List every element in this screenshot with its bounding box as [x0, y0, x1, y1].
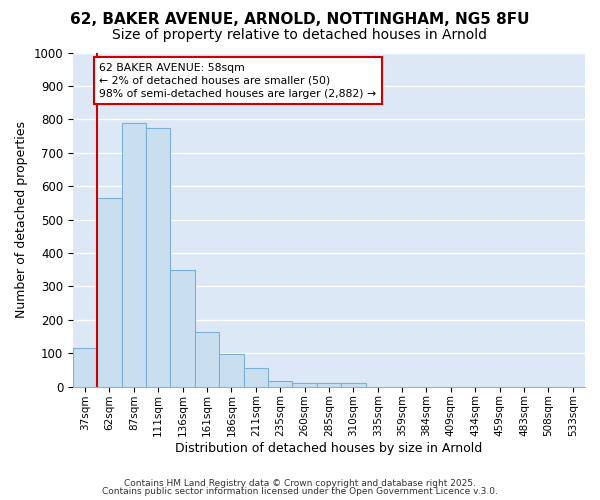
- Bar: [292, 382, 317, 386]
- Bar: [73, 348, 97, 387]
- Text: Contains HM Land Registry data © Crown copyright and database right 2025.: Contains HM Land Registry data © Crown c…: [124, 478, 476, 488]
- Bar: [195, 332, 219, 386]
- Bar: [146, 128, 170, 386]
- Bar: [268, 380, 292, 386]
- Text: Size of property relative to detached houses in Arnold: Size of property relative to detached ho…: [113, 28, 487, 42]
- Bar: [122, 122, 146, 386]
- Text: 62 BAKER AVENUE: 58sqm
← 2% of detached houses are smaller (50)
98% of semi-deta: 62 BAKER AVENUE: 58sqm ← 2% of detached …: [99, 62, 376, 99]
- Bar: [341, 384, 365, 386]
- Bar: [244, 368, 268, 386]
- Y-axis label: Number of detached properties: Number of detached properties: [15, 121, 28, 318]
- Bar: [317, 384, 341, 386]
- Bar: [170, 270, 195, 386]
- X-axis label: Distribution of detached houses by size in Arnold: Distribution of detached houses by size …: [175, 442, 482, 455]
- Text: Contains public sector information licensed under the Open Government Licence v.: Contains public sector information licen…: [102, 487, 498, 496]
- Bar: [97, 198, 122, 386]
- Text: 62, BAKER AVENUE, ARNOLD, NOTTINGHAM, NG5 8FU: 62, BAKER AVENUE, ARNOLD, NOTTINGHAM, NG…: [70, 12, 530, 28]
- Bar: [219, 354, 244, 386]
